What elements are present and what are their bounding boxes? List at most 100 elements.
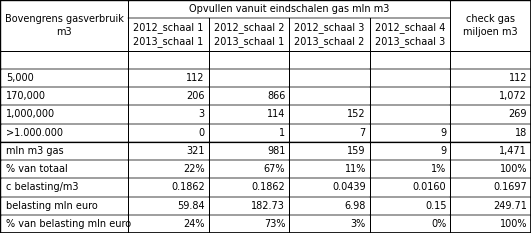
Bar bbox=[370, 51, 450, 69]
Bar bbox=[209, 18, 289, 51]
Text: 269: 269 bbox=[509, 110, 527, 120]
Bar bbox=[289, 87, 370, 105]
Text: 112: 112 bbox=[509, 73, 527, 83]
Bar bbox=[450, 51, 531, 69]
Bar bbox=[370, 178, 450, 196]
Bar bbox=[450, 69, 531, 87]
Text: 0: 0 bbox=[199, 128, 205, 138]
Bar bbox=[128, 160, 209, 178]
Bar bbox=[209, 105, 289, 123]
Text: 6.98: 6.98 bbox=[345, 201, 366, 211]
Text: 67%: 67% bbox=[264, 164, 285, 174]
Text: >1.000.000: >1.000.000 bbox=[6, 128, 63, 138]
Text: 5,000: 5,000 bbox=[6, 73, 34, 83]
Text: 1,471: 1,471 bbox=[499, 146, 527, 156]
Bar bbox=[0, 196, 128, 215]
Text: 100%: 100% bbox=[500, 164, 527, 174]
Text: 249.71: 249.71 bbox=[493, 201, 527, 211]
Bar bbox=[128, 69, 209, 87]
Bar bbox=[0, 69, 128, 87]
Text: 3%: 3% bbox=[350, 219, 366, 229]
Text: 2012_schaal 4
2013_schaal 3: 2012_schaal 4 2013_schaal 3 bbox=[375, 22, 446, 47]
Text: 1,072: 1,072 bbox=[499, 91, 527, 101]
Text: 22%: 22% bbox=[183, 164, 205, 174]
Text: 1%: 1% bbox=[431, 164, 447, 174]
Text: mln m3 gas: mln m3 gas bbox=[6, 146, 64, 156]
Text: 152: 152 bbox=[347, 110, 366, 120]
Text: 182.73: 182.73 bbox=[251, 201, 285, 211]
Bar bbox=[0, 51, 128, 69]
Bar bbox=[289, 18, 370, 51]
Text: 159: 159 bbox=[347, 146, 366, 156]
Bar bbox=[450, 178, 531, 196]
Text: check gas
miljoen m3: check gas miljoen m3 bbox=[464, 14, 518, 37]
Bar bbox=[128, 0, 450, 18]
Bar bbox=[128, 18, 209, 51]
Bar bbox=[450, 87, 531, 105]
Bar bbox=[209, 123, 289, 142]
Bar bbox=[128, 142, 209, 160]
Text: 170,000: 170,000 bbox=[6, 91, 46, 101]
Bar bbox=[0, 160, 128, 178]
Bar bbox=[128, 51, 209, 69]
Text: 0.1862: 0.1862 bbox=[171, 182, 205, 192]
Bar bbox=[0, 0, 128, 51]
Bar bbox=[450, 160, 531, 178]
Bar bbox=[450, 215, 531, 233]
Text: 981: 981 bbox=[267, 146, 285, 156]
Bar bbox=[289, 196, 370, 215]
Text: 2012_schaal 3
2013_schaal 2: 2012_schaal 3 2013_schaal 2 bbox=[294, 22, 365, 47]
Text: 1,000,000: 1,000,000 bbox=[6, 110, 56, 120]
Bar bbox=[0, 178, 128, 196]
Bar bbox=[370, 69, 450, 87]
Bar bbox=[289, 160, 370, 178]
Text: 2012_schaal 1
2013_schaal 1: 2012_schaal 1 2013_schaal 1 bbox=[133, 22, 204, 47]
Bar bbox=[209, 178, 289, 196]
Bar bbox=[450, 196, 531, 215]
Bar bbox=[289, 123, 370, 142]
Text: 73%: 73% bbox=[264, 219, 285, 229]
Bar bbox=[289, 51, 370, 69]
Text: 866: 866 bbox=[267, 91, 285, 101]
Bar bbox=[209, 142, 289, 160]
Bar bbox=[450, 105, 531, 123]
Bar bbox=[370, 87, 450, 105]
Bar bbox=[0, 87, 128, 105]
Text: % van totaal: % van totaal bbox=[6, 164, 68, 174]
Bar bbox=[450, 142, 531, 160]
Text: % van belasting mln euro: % van belasting mln euro bbox=[6, 219, 132, 229]
Bar bbox=[128, 123, 209, 142]
Bar bbox=[289, 215, 370, 233]
Bar bbox=[450, 123, 531, 142]
Text: 59.84: 59.84 bbox=[177, 201, 205, 211]
Bar bbox=[128, 105, 209, 123]
Text: 11%: 11% bbox=[345, 164, 366, 174]
Bar bbox=[370, 142, 450, 160]
Bar bbox=[289, 142, 370, 160]
Text: 112: 112 bbox=[186, 73, 205, 83]
Text: 9: 9 bbox=[440, 128, 447, 138]
Text: Bovengrens gasverbruik
m3: Bovengrens gasverbruik m3 bbox=[5, 14, 124, 37]
Bar bbox=[370, 160, 450, 178]
Bar bbox=[128, 178, 209, 196]
Bar bbox=[209, 215, 289, 233]
Text: 321: 321 bbox=[186, 146, 205, 156]
Text: c belasting/m3: c belasting/m3 bbox=[6, 182, 79, 192]
Text: 0.0160: 0.0160 bbox=[413, 182, 447, 192]
Bar bbox=[370, 105, 450, 123]
Text: 2012_schaal 2
2013_schaal 1: 2012_schaal 2 2013_schaal 1 bbox=[214, 22, 284, 47]
Text: 9: 9 bbox=[440, 146, 447, 156]
Text: 1: 1 bbox=[279, 128, 285, 138]
Bar bbox=[370, 215, 450, 233]
Bar bbox=[450, 0, 531, 51]
Text: 0.1862: 0.1862 bbox=[252, 182, 285, 192]
Bar bbox=[370, 18, 450, 51]
Text: belasting mln euro: belasting mln euro bbox=[6, 201, 98, 211]
Bar bbox=[128, 215, 209, 233]
Bar bbox=[370, 196, 450, 215]
Text: 206: 206 bbox=[186, 91, 205, 101]
Bar bbox=[0, 142, 128, 160]
Bar bbox=[289, 105, 370, 123]
Text: 24%: 24% bbox=[183, 219, 205, 229]
Text: 0%: 0% bbox=[431, 219, 447, 229]
